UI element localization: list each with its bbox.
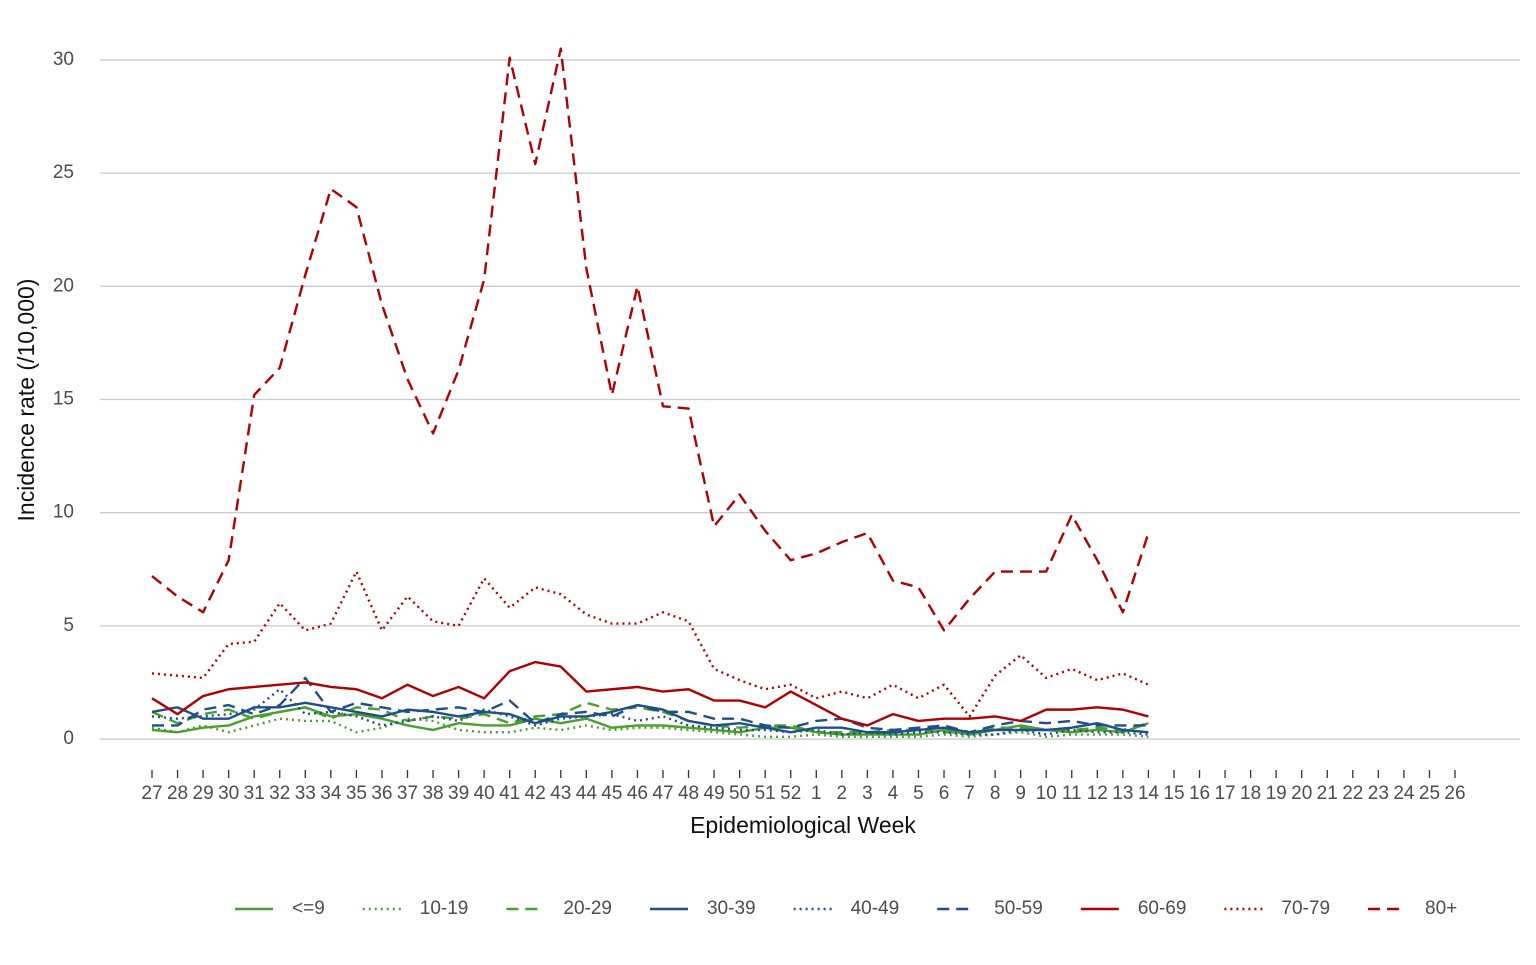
y-tick-label: 20 (53, 275, 74, 296)
legend-label: <=9 (292, 898, 325, 919)
legend-label: 60-69 (1138, 898, 1187, 919)
y-tick-label: 10 (53, 502, 74, 523)
x-tick-label: 47 (652, 783, 673, 804)
x-tick-label: 36 (371, 783, 392, 804)
y-tick-label: 30 (53, 49, 74, 70)
x-tick-label: 25 (1419, 783, 1440, 804)
x-tick-label: 8 (990, 783, 1001, 804)
x-tick-label: 24 (1393, 783, 1415, 804)
x-tick-label: 39 (448, 783, 469, 804)
legend-label: 50-59 (994, 898, 1043, 919)
x-tick-label: 46 (627, 783, 648, 804)
x-tick-label: 15 (1163, 783, 1184, 804)
series-line (151, 570, 1149, 718)
x-tick-label: 13 (1112, 783, 1133, 804)
x-tick-label: 43 (550, 783, 571, 804)
x-tick-label: 37 (397, 783, 418, 804)
y-tick-label: 5 (63, 615, 74, 636)
x-tick-label: 6 (939, 783, 950, 804)
x-tick-label: 1 (811, 783, 822, 804)
x-tick-label: 3 (862, 783, 873, 804)
x-tick-label: 27 (141, 783, 162, 804)
x-tick-label: 18 (1240, 783, 1261, 804)
x-tick-label: 28 (167, 783, 188, 804)
x-tick-label: 52 (780, 783, 801, 804)
legend-label: 70-79 (1281, 898, 1330, 919)
x-tick-label: 31 (244, 783, 265, 804)
x-tick-label: 42 (525, 783, 546, 804)
series-line (151, 47, 1150, 632)
x-tick-label: 12 (1087, 783, 1108, 804)
y-tick-label: 15 (53, 389, 74, 410)
x-tick-label: 40 (474, 783, 495, 804)
y-tick-label: 25 (53, 162, 74, 183)
legend-label: 10-19 (420, 898, 469, 919)
x-tick-label: 21 (1317, 783, 1338, 804)
x-tick-label: 41 (499, 783, 520, 804)
x-tick-label: 22 (1342, 783, 1363, 804)
x-tick-label: 16 (1189, 783, 1210, 804)
x-tick-label: 38 (422, 783, 443, 804)
x-tick-label: 50 (729, 783, 750, 804)
x-tick-label: 23 (1368, 783, 1389, 804)
legend-label: 40-49 (851, 898, 900, 919)
x-tick-label: 34 (320, 783, 342, 804)
x-tick-label: 2 (837, 783, 848, 804)
x-tick-label: 35 (346, 783, 367, 804)
x-tick-label: 9 (1015, 783, 1026, 804)
x-tick-label: 17 (1214, 783, 1235, 804)
x-tick-label: 32 (269, 783, 290, 804)
x-tick-label: 14 (1138, 783, 1160, 804)
series-line (151, 660, 1149, 727)
x-tick-label: 4 (888, 783, 899, 804)
x-tick-label: 20 (1291, 783, 1312, 804)
x-tick-label: 10 (1036, 783, 1057, 804)
x-tick-label: 19 (1266, 783, 1287, 804)
x-tick-label: 29 (193, 783, 214, 804)
series-line (152, 676, 1149, 734)
x-axis-label: Epidemiological Week (690, 812, 916, 838)
x-tick-label: 11 (1062, 783, 1082, 804)
x-tick-label: 26 (1444, 783, 1465, 804)
x-tick-label: 30 (218, 783, 239, 804)
legend-label: 80+ (1425, 898, 1457, 919)
y-tick-label: 0 (63, 728, 74, 749)
x-tick-label: 33 (295, 783, 316, 804)
x-tick-label: 5 (913, 783, 924, 804)
legend-label: 30-39 (707, 898, 756, 919)
x-tick-label: 44 (576, 783, 598, 804)
x-tick-label: 49 (704, 783, 725, 804)
x-tick-label: 7 (964, 783, 975, 804)
legend-label: 20-29 (563, 898, 612, 919)
x-tick-label: 45 (601, 783, 622, 804)
y-axis-label: Incidence rate (/10,000) (13, 279, 39, 522)
x-tick-label: 51 (755, 783, 776, 804)
x-tick-label: 48 (678, 783, 699, 804)
